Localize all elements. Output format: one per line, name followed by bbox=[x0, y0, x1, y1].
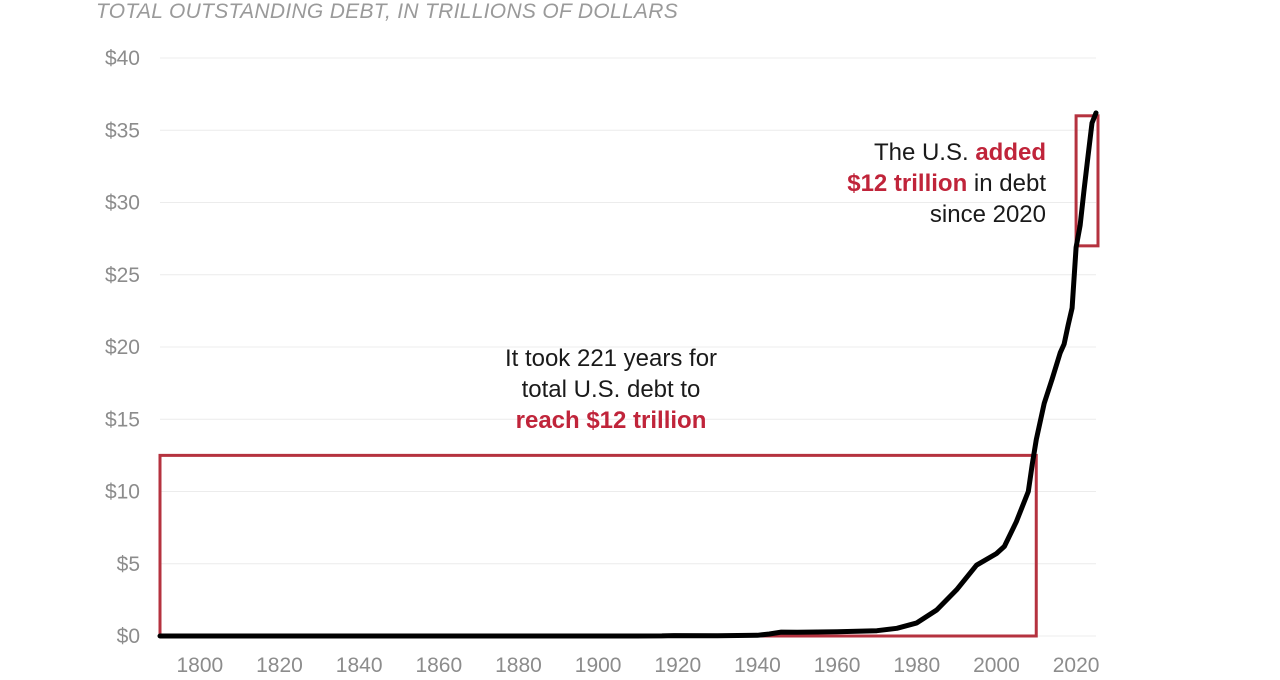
y-tick-label: $35 bbox=[105, 119, 140, 142]
x-tick-label: 1860 bbox=[415, 654, 462, 677]
x-tick-label: 1820 bbox=[256, 654, 303, 677]
y-tick-label: $20 bbox=[105, 336, 140, 359]
x-axis-ticks: 1800 1820 1840 1860 1880 1900 1920 1940 1960 1980… bbox=[176, 654, 1099, 677]
gridlines bbox=[160, 57, 1096, 637]
x-tick-label: 2020 bbox=[1053, 654, 1100, 677]
y-tick-label: $15 bbox=[105, 408, 140, 431]
y-tick-label: $5 bbox=[117, 553, 140, 576]
annotation-text: total U.S. debt to bbox=[522, 376, 701, 403]
annotation-highlight-text: added bbox=[975, 139, 1046, 166]
annotation-line: since 2020 bbox=[930, 201, 1046, 228]
x-tick-label: 1840 bbox=[336, 654, 383, 677]
y-axis-ticks: $0 $5 $10 $15 $20 $25 $30 $35 $40 bbox=[105, 47, 140, 648]
y-tick-label: $25 bbox=[105, 264, 140, 287]
x-tick-label: 2000 bbox=[973, 654, 1020, 677]
y-tick-label: $0 bbox=[117, 625, 140, 648]
x-tick-label: 1880 bbox=[495, 654, 542, 677]
x-tick-label: 1800 bbox=[176, 654, 223, 677]
annotation-line: $12 trillion in debt bbox=[847, 170, 1046, 197]
annotation-line: total U.S. debt to bbox=[522, 376, 701, 403]
highlight-box bbox=[158, 453, 1038, 638]
y-tick-label: $40 bbox=[105, 47, 140, 70]
highlight-box bbox=[1074, 114, 1100, 248]
y-tick-label: $30 bbox=[105, 192, 140, 215]
y-tick-label: $10 bbox=[105, 481, 140, 504]
annotation-text: since 2020 bbox=[930, 201, 1046, 228]
x-tick-label: 1920 bbox=[654, 654, 701, 677]
annotation-highlight-text: reach $12 trillion bbox=[516, 407, 707, 434]
annotation-line: It took 221 years for bbox=[505, 345, 717, 372]
annotation-highlight-text: $12 trillion bbox=[847, 170, 967, 197]
annotation-text: The U.S. bbox=[874, 139, 975, 166]
x-tick-label: 1960 bbox=[814, 654, 861, 677]
annotation-line: The U.S. added bbox=[874, 139, 1046, 166]
debt-series-line bbox=[157, 110, 1099, 639]
annotation-line: reach $12 trillion bbox=[516, 407, 707, 434]
annotations: It took 221 years for total U.S. debt to r… bbox=[505, 139, 1046, 434]
annotation-text: It took 221 years for bbox=[505, 345, 717, 372]
series-layer bbox=[157, 110, 1099, 639]
x-tick-label: 1980 bbox=[893, 654, 940, 677]
chart-subtitle: TOTAL OUTSTANDING DEBT, IN TRILLIONS OF … bbox=[96, 0, 678, 23]
x-tick-label: 1940 bbox=[734, 654, 781, 677]
annotation-text: in debt bbox=[967, 170, 1046, 197]
x-tick-label: 1900 bbox=[575, 654, 622, 677]
